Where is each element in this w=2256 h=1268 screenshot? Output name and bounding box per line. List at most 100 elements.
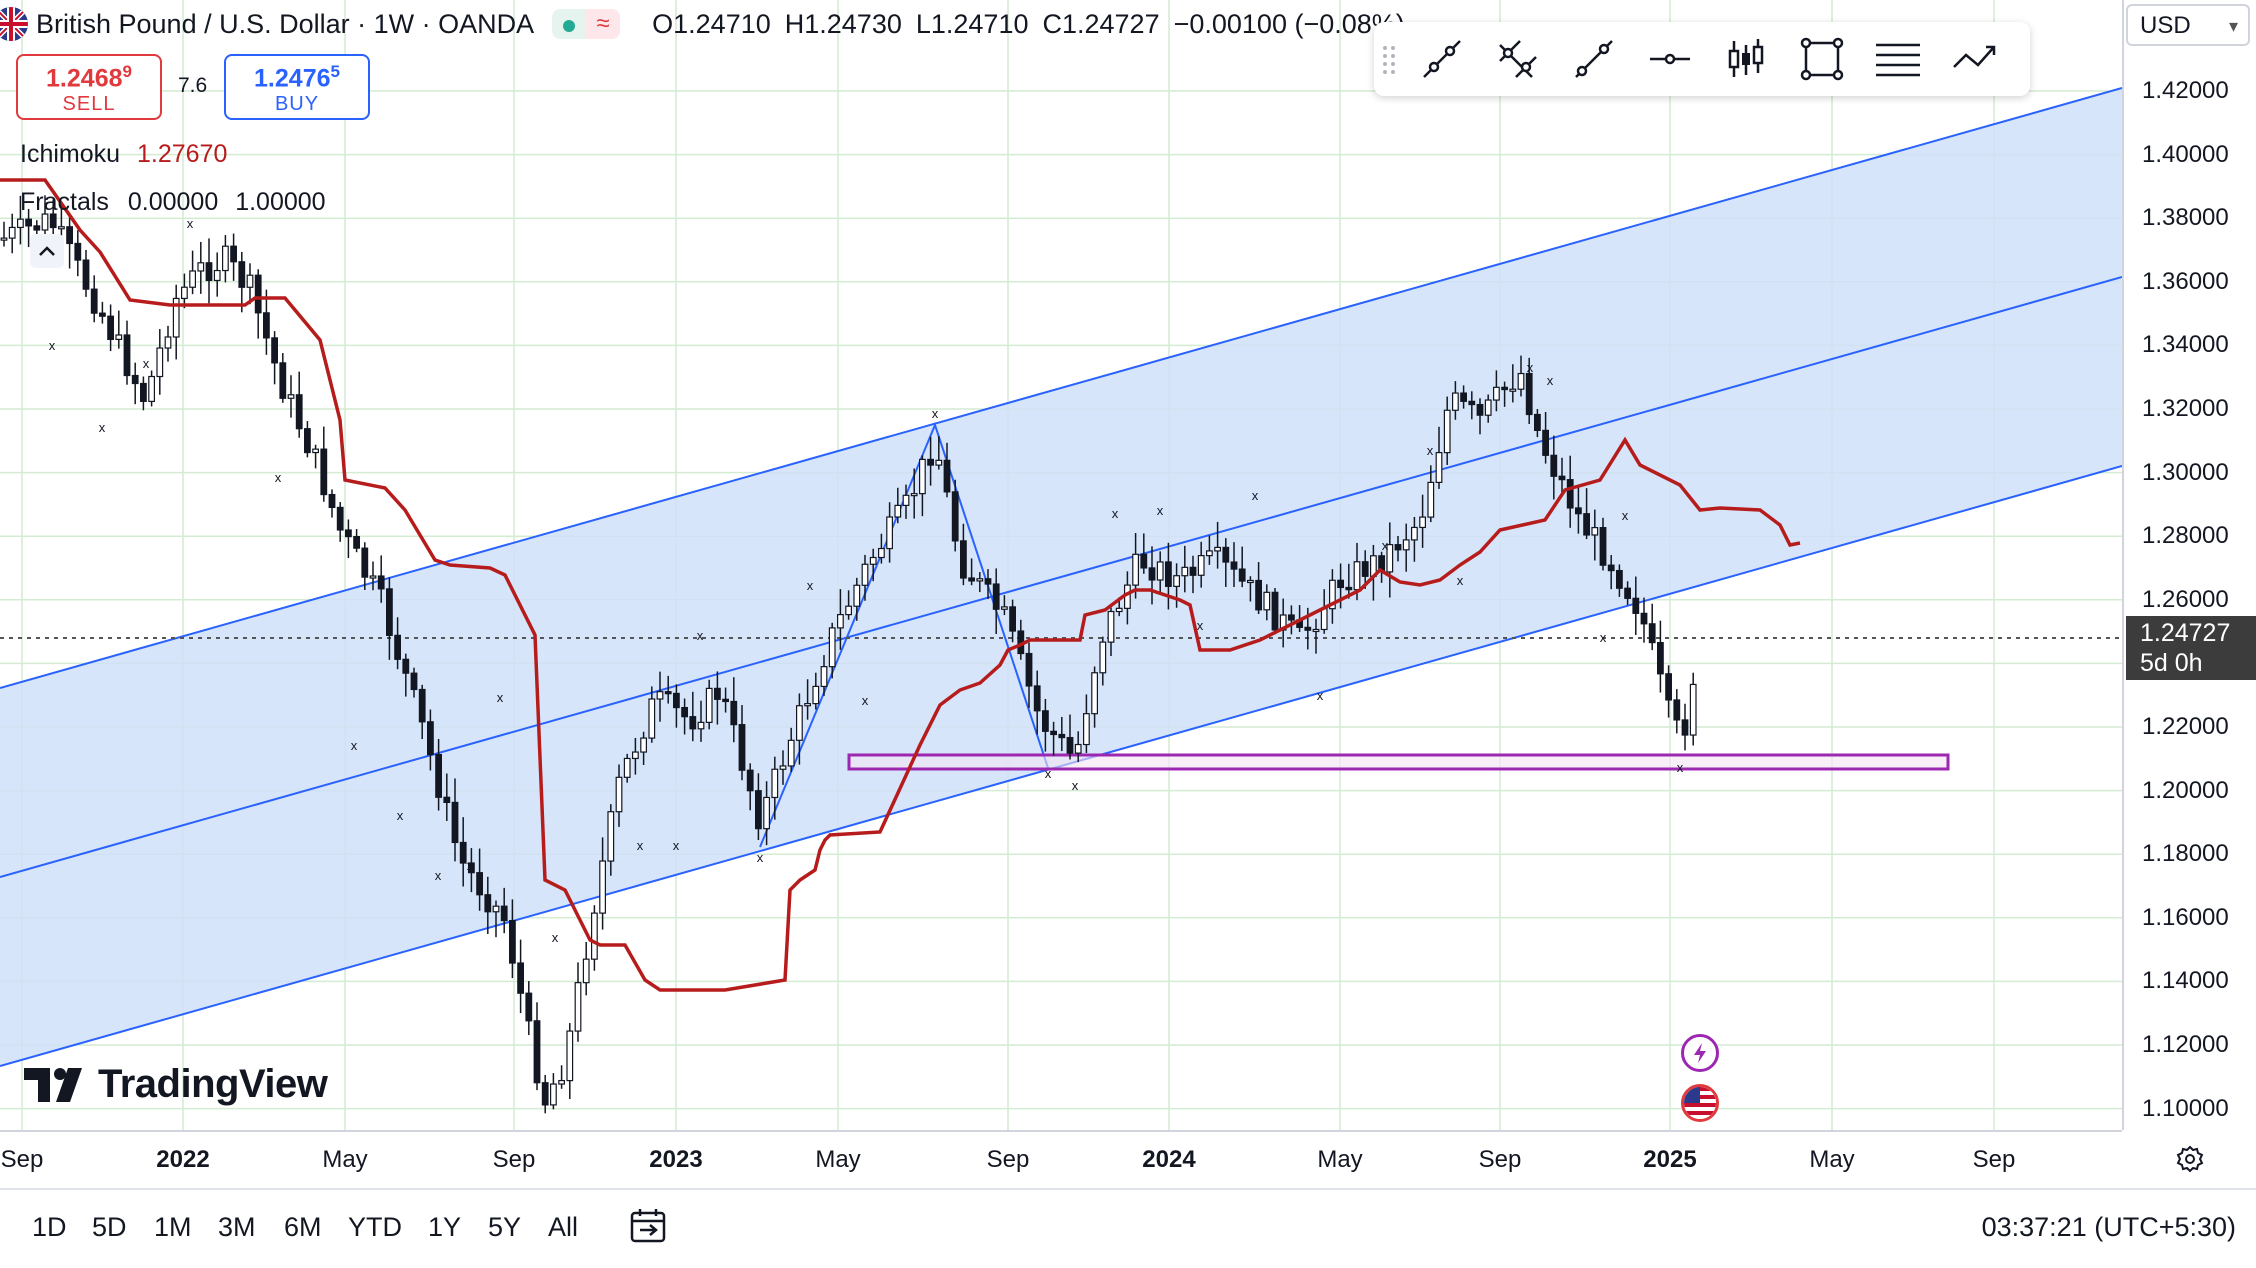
candle: [615, 764, 623, 827]
ichimoku-legend[interactable]: Ichimoku 1.27670: [20, 140, 227, 169]
range-button-all[interactable]: All: [548, 1212, 579, 1242]
range-button-3m[interactable]: 3M: [218, 1212, 256, 1242]
candle-body: [386, 588, 393, 636]
trend-line-icon[interactable]: [1404, 31, 1480, 87]
range-button-1y[interactable]: 1Y: [428, 1212, 462, 1242]
candle-body: [836, 614, 844, 629]
market-status[interactable]: ≈: [552, 8, 621, 40]
candle-body: [681, 706, 688, 718]
price-axis-label: 1.12000: [2142, 1031, 2229, 1058]
candle-body: [1304, 626, 1312, 631]
candle: [1255, 562, 1263, 614]
symbol-header[interactable]: British Pound / U.S. Dollar · 1W · OANDA…: [0, 4, 1405, 44]
candle-body: [1476, 403, 1484, 416]
candle-body: [1648, 623, 1656, 644]
candle: [205, 238, 213, 304]
candle-body: [279, 362, 287, 399]
candle-body: [697, 721, 705, 730]
range-button-5y[interactable]: 5Y: [488, 1212, 522, 1242]
candle-body: [1615, 569, 1623, 589]
candle-body: [33, 225, 41, 231]
symbol-title[interactable]: British Pound / U.S. Dollar · 1W · OANDA: [36, 8, 535, 39]
price-axis-label: 1.32000: [2142, 395, 2229, 422]
candle-body: [1509, 388, 1517, 392]
price-chart[interactable]: x x x x x x x x x x x x x x x x x x x x x x x x x x x x x x x x x: [0, 0, 2122, 1130]
fractal-marker: x: [1622, 508, 1629, 523]
candle-body: [17, 218, 24, 229]
range-button-ytd[interactable]: YTD: [348, 1212, 402, 1242]
buy-button[interactable]: 1.24765 BUY: [224, 54, 370, 120]
price-axis[interactable]: 1.42000 1.40000 1.38000 1.36000 1.34000 1.320…: [2122, 0, 2256, 1130]
candle-body: [509, 919, 516, 964]
candle: [1156, 551, 1164, 593]
candle: [1066, 714, 1074, 760]
candle: [263, 289, 270, 355]
candle: [1468, 391, 1476, 420]
dividend-event-icon[interactable]: [1681, 1034, 1719, 1072]
candles-icon[interactable]: [1708, 31, 1784, 87]
fractal-marker: x: [552, 930, 559, 945]
candle-body: [1328, 579, 1336, 610]
fractal-marker: x: [1157, 503, 1164, 518]
currency-select[interactable]: USD ▾: [2126, 4, 2250, 46]
candle: [1074, 731, 1082, 763]
horizontal-line-icon[interactable]: [1632, 31, 1708, 87]
rectangle-icon[interactable]: [1784, 31, 1860, 87]
candle: [377, 555, 385, 603]
channel-mid-line: [0, 276, 2122, 878]
candle: [722, 687, 729, 713]
candle: [476, 848, 483, 911]
chart-settings-button[interactable]: [2124, 1132, 2256, 1186]
range-button-6m[interactable]: 6M: [284, 1212, 322, 1242]
candle: [1312, 618, 1320, 654]
zigzag-line: [759, 422, 1049, 848]
tradingview-watermark[interactable]: TradingView: [24, 1062, 328, 1107]
sell-button[interactable]: 1.24689 SELL: [16, 54, 162, 120]
candle: [705, 679, 713, 730]
price-axis-label: 1.38000: [2142, 204, 2229, 232]
range-button-1m[interactable]: 1M: [154, 1212, 192, 1242]
candle: [418, 684, 426, 740]
fractal-marker: x: [697, 628, 704, 643]
candle: [746, 763, 754, 811]
text-lines-icon[interactable]: [1860, 31, 1936, 87]
candle: [1525, 357, 1533, 424]
collapse-legend-button[interactable]: [30, 234, 64, 268]
candle: [640, 731, 647, 765]
drawing-toolbar[interactable]: [1374, 22, 2030, 96]
parallel-channel-icon[interactable]: [1480, 31, 1556, 87]
clock-timezone[interactable]: 03:37:21 (UTC+5:30): [1981, 1212, 2236, 1242]
candle: [254, 269, 262, 339]
candle-body: [828, 627, 836, 668]
fractal-marker: x: [99, 420, 106, 435]
candle: [1583, 488, 1591, 540]
path-icon[interactable]: [1936, 31, 2012, 87]
candle-body: [689, 716, 697, 730]
candle: [853, 577, 861, 621]
candle-body: [1214, 546, 1222, 552]
range-button-1d[interactable]: 1D: [32, 1212, 67, 1242]
current-price-marker: 1.24727 5d 0h: [2126, 616, 2256, 680]
candle-body: [131, 374, 139, 385]
fractals-legend[interactable]: Fractals 0.00000 1.00000: [20, 188, 326, 217]
fractal-marker: x: [467, 858, 474, 873]
date-range-button[interactable]: [628, 1206, 668, 1246]
ray-icon[interactable]: [1556, 31, 1632, 87]
time-axis[interactable]: Sep 2022 May Sep 2023 May Sep 2024 May Sep 2025 May…: [0, 1130, 2122, 1188]
candle-body: [1460, 392, 1468, 402]
candle: [763, 781, 770, 846]
grip-icon[interactable]: [1374, 31, 1404, 87]
fractals-value-1: 0.00000: [127, 188, 219, 216]
candle: [1025, 642, 1033, 708]
candle: [82, 249, 90, 297]
range-button-5d[interactable]: 5D: [92, 1212, 127, 1242]
candle: [1673, 689, 1681, 734]
price-axis-label: 1.30000: [2142, 458, 2229, 486]
candle-body: [1181, 566, 1189, 577]
candle: [1041, 698, 1049, 752]
price-axis-label: 1.20000: [2142, 776, 2229, 804]
candle-body: [1673, 699, 1681, 721]
us-flag-event-icon[interactable]: [1681, 1084, 1719, 1122]
candle: [1287, 605, 1295, 635]
candle: [1058, 716, 1066, 752]
